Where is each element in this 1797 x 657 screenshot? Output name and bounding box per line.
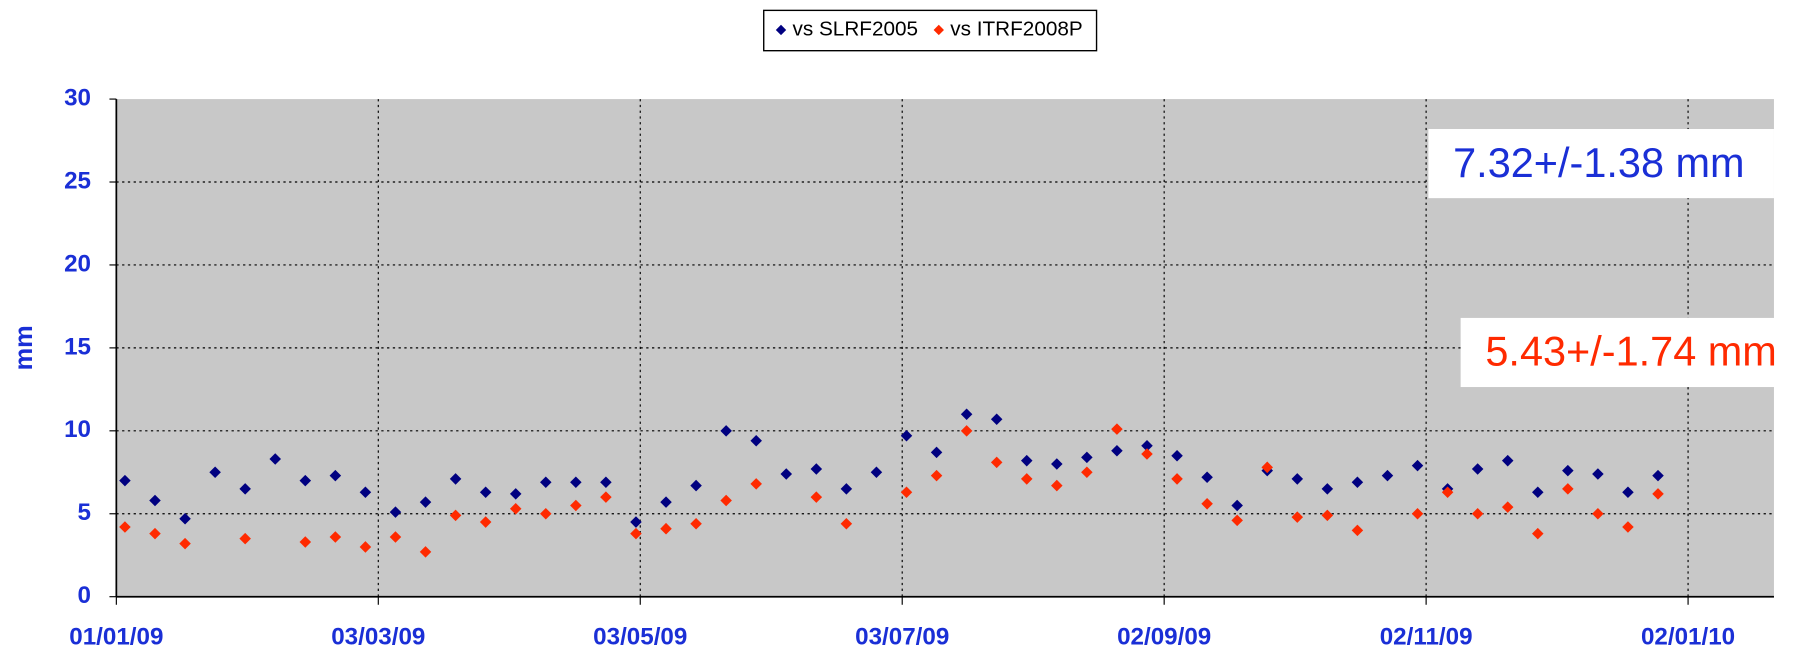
point	[239, 532, 251, 545]
point	[479, 516, 492, 528]
point	[900, 430, 913, 442]
y-tick-label: 20	[64, 250, 91, 277]
point	[840, 517, 853, 530]
point	[720, 494, 732, 507]
point	[1381, 469, 1394, 482]
point	[1351, 476, 1364, 489]
point	[810, 463, 823, 475]
y-tick-label: 25	[64, 167, 91, 194]
point	[1111, 423, 1123, 435]
point	[299, 474, 312, 487]
legend-label: vs SLRF2005	[793, 17, 919, 40]
point	[179, 537, 191, 550]
point	[179, 512, 191, 525]
point	[1592, 468, 1604, 480]
point	[1652, 488, 1664, 500]
x-tick-label: 02/01/10	[1641, 624, 1735, 651]
point	[1231, 499, 1243, 512]
point	[840, 483, 853, 495]
point	[1501, 454, 1514, 467]
annotation: 5.43+/-1.74 mm	[1485, 328, 1776, 375]
point	[329, 531, 342, 543]
point	[1471, 508, 1484, 520]
point	[1081, 466, 1093, 479]
point	[509, 488, 522, 500]
point	[1081, 451, 1093, 464]
y-tick-label: 15	[64, 333, 91, 360]
point	[1411, 508, 1424, 520]
x-tick-label: 02/11/09	[1380, 624, 1473, 651]
point	[930, 469, 943, 482]
legend-label: vs ITRF2008P	[950, 17, 1082, 40]
point	[1532, 527, 1544, 540]
point	[149, 494, 161, 507]
point	[1411, 459, 1424, 472]
point	[149, 527, 161, 540]
point	[1351, 524, 1364, 537]
point	[239, 483, 251, 495]
point	[600, 476, 612, 489]
point	[1592, 508, 1604, 520]
legend: vs SLRF2005 vs ITRF2008P	[763, 9, 1098, 52]
point	[1171, 449, 1183, 462]
point	[1201, 498, 1213, 510]
point	[359, 541, 372, 553]
point	[509, 503, 522, 515]
point	[630, 527, 642, 540]
x-tick-label: 03/05/09	[593, 624, 687, 651]
legend-marker	[775, 24, 787, 36]
point	[1291, 473, 1304, 485]
point	[1501, 501, 1514, 513]
point	[329, 469, 342, 482]
point	[1141, 448, 1153, 460]
point	[900, 486, 913, 498]
point	[750, 435, 762, 447]
point	[570, 499, 582, 512]
legend-box	[763, 9, 1098, 52]
point	[540, 476, 552, 489]
point	[209, 466, 221, 479]
point	[1111, 444, 1123, 457]
annotation-box	[1460, 317, 1797, 388]
point	[870, 466, 883, 479]
point	[1261, 461, 1273, 474]
y-axis-label: mm	[10, 325, 38, 370]
point	[630, 516, 642, 528]
y-tick-label: 30	[64, 84, 91, 111]
annotation: 7.32+/-1.38 mm	[1453, 139, 1744, 186]
x-tick-label: 02/09/09	[1117, 624, 1211, 651]
x-tick-label: 03/07/09	[855, 624, 949, 651]
point	[359, 486, 372, 498]
point	[1622, 521, 1634, 533]
point	[1652, 469, 1664, 482]
point	[690, 479, 702, 492]
point	[1622, 486, 1634, 498]
point	[119, 521, 131, 533]
point	[930, 446, 943, 459]
point	[660, 522, 672, 535]
point	[540, 508, 552, 520]
point	[299, 536, 312, 548]
y-tick-label: 5	[78, 499, 91, 526]
point	[1201, 471, 1213, 484]
point	[419, 546, 432, 558]
point	[690, 517, 702, 530]
point	[269, 453, 281, 465]
x-tick-label: 01/01/09	[69, 624, 163, 651]
point	[1171, 473, 1183, 485]
x-tick-label: 03/03/09	[331, 624, 425, 651]
point	[1231, 514, 1243, 527]
point	[570, 476, 582, 489]
point	[750, 478, 762, 490]
point	[990, 456, 1003, 469]
y-tick-label: 0	[78, 582, 91, 609]
point	[780, 468, 793, 480]
point	[119, 474, 131, 487]
annotation-box	[1428, 129, 1774, 199]
y-tick-label: 10	[64, 416, 91, 443]
point	[1532, 486, 1544, 498]
point	[1471, 463, 1484, 475]
